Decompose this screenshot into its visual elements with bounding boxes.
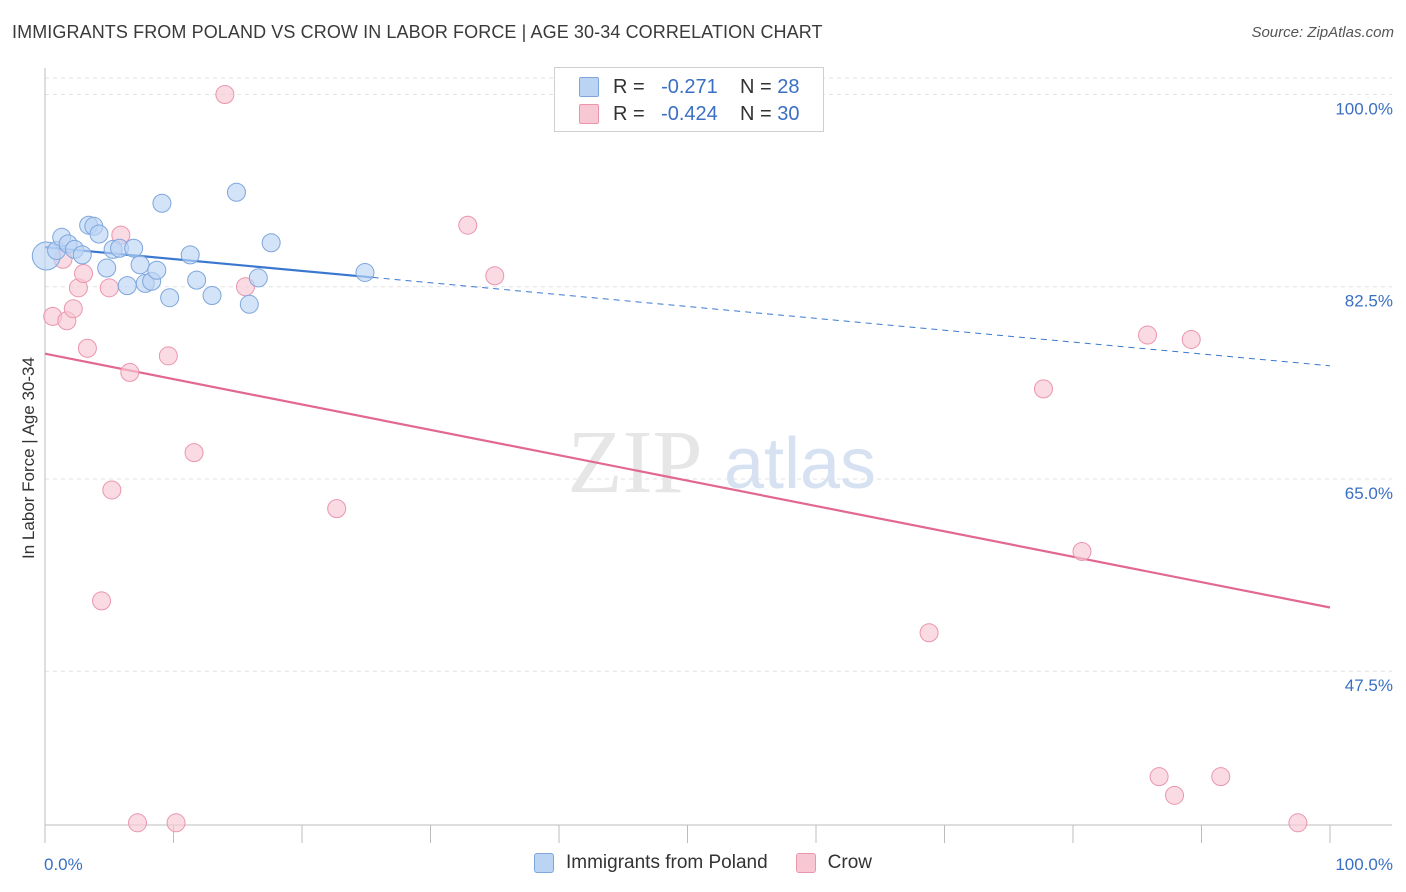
- trend-line-poland: [44, 246, 373, 279]
- legend-n-value: 28: [777, 75, 800, 98]
- legend-swatch-poland: [533, 853, 554, 873]
- legend-row-crow: R = -0.424 N = 30: [579, 101, 800, 127]
- watermark-atlas: atlas: [724, 424, 876, 504]
- y-axis-label: In Labor Force | Age 30-34: [19, 357, 38, 559]
- point-crow: [327, 499, 347, 519]
- tick-labels: 0.0% 100.0% 47.5% 65.0% 82.5% 100.0%: [44, 99, 1393, 874]
- point-crow: [919, 623, 939, 643]
- point-crow: [1138, 325, 1158, 345]
- trend-line-crow: [44, 352, 1331, 609]
- legend-swatch-crow: [795, 853, 816, 873]
- source-credit: Source: ZipAtlas.com: [1251, 24, 1394, 41]
- point-crow: [458, 215, 478, 235]
- point-crow: [1288, 813, 1308, 833]
- y-tick-label: 100.0%: [1335, 99, 1393, 118]
- point-crow: [1072, 541, 1092, 561]
- point-poland: [117, 276, 137, 296]
- point-poland: [147, 260, 167, 280]
- point-poland: [355, 262, 375, 282]
- data-points: [31, 84, 1308, 833]
- watermark-zip: ZIP: [568, 413, 703, 512]
- point-crow: [120, 362, 140, 382]
- point-crow: [128, 813, 148, 833]
- point-poland: [226, 182, 246, 202]
- point-crow: [77, 338, 97, 358]
- axes: [44, 68, 1392, 843]
- legend-item-poland[interactable]: Immigrants from Poland: [533, 852, 768, 874]
- legend-r-value: -0.424: [661, 102, 718, 125]
- point-crow: [1181, 329, 1201, 349]
- point-crow: [92, 591, 112, 611]
- point-crow: [158, 346, 178, 366]
- point-poland: [160, 288, 180, 308]
- legend-swatch-crow: [579, 104, 599, 124]
- point-poland: [72, 245, 92, 265]
- point-crow: [1033, 379, 1053, 399]
- point-poland: [124, 238, 144, 258]
- point-poland: [97, 258, 117, 278]
- point-poland: [187, 270, 207, 290]
- watermark: ZIP atlas: [568, 413, 877, 512]
- point-crow: [1165, 785, 1185, 805]
- point-poland: [89, 224, 109, 244]
- y-tick-label: 47.5%: [1345, 676, 1393, 695]
- point-crow: [1211, 767, 1231, 787]
- point-poland: [239, 294, 259, 314]
- point-poland: [261, 233, 281, 253]
- legend-label-poland: Immigrants from Poland: [565, 852, 768, 873]
- point-poland: [202, 286, 222, 306]
- y-tick-label: 82.5%: [1345, 292, 1393, 311]
- point-poland: [152, 193, 172, 213]
- legend-item-crow[interactable]: Crow: [795, 852, 873, 874]
- x-tick-label: 100.0%: [1335, 855, 1393, 874]
- legend-n-label: N =: [740, 75, 772, 98]
- legend-swatch-poland: [579, 77, 599, 97]
- x-tick-label: 0.0%: [44, 855, 83, 874]
- legend-n-value: 30: [777, 102, 800, 125]
- point-crow: [184, 443, 204, 463]
- legend-r-label: R =: [613, 75, 645, 98]
- grid: [45, 77, 1392, 672]
- point-poland: [130, 255, 150, 275]
- trend-line-poland-extension: [372, 276, 1331, 367]
- legend-r-value: -0.271: [661, 75, 718, 98]
- legend-r-label: R =: [613, 102, 645, 125]
- point-crow: [215, 84, 235, 104]
- chart-title: IMMIGRANTS FROM POLAND VS CROW IN LABOR …: [12, 22, 823, 42]
- point-crow: [102, 480, 122, 500]
- legend-label-crow: Crow: [827, 852, 873, 873]
- point-crow: [485, 266, 505, 286]
- point-crow: [74, 264, 94, 284]
- legend-n-label: N =: [740, 102, 772, 125]
- point-poland: [248, 268, 268, 288]
- point-poland: [180, 245, 200, 265]
- point-crow: [63, 299, 83, 319]
- point-crow: [99, 278, 119, 298]
- point-crow: [166, 813, 186, 833]
- legend-row-poland: R = -0.271 N = 28: [579, 74, 800, 100]
- stats-legend: R = -0.271 N = 28 R = -0.424 N = 30: [554, 67, 824, 132]
- series-legend: Immigrants from Poland Crow: [0, 852, 1406, 874]
- trend-lines: [44, 246, 1331, 609]
- point-crow: [1149, 767, 1169, 787]
- y-tick-label: 65.0%: [1345, 484, 1393, 503]
